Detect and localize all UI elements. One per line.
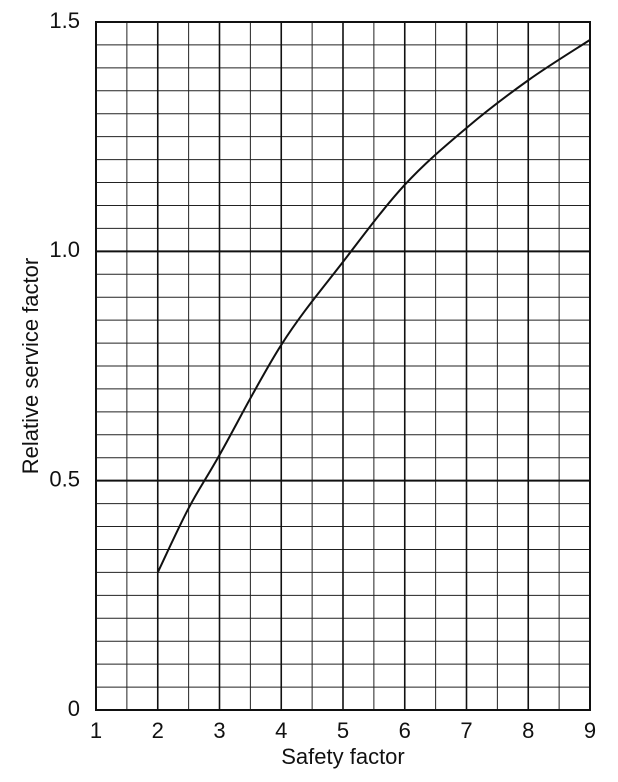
x-tick-label: 5 <box>337 718 349 743</box>
x-axis-title: Safety factor <box>281 744 405 769</box>
y-tick-label: 1.0 <box>49 237 80 262</box>
x-tick-label: 6 <box>399 718 411 743</box>
x-tick-label: 7 <box>460 718 472 743</box>
y-tick-label: 1.5 <box>49 8 80 33</box>
y-axis-title: Relative service factor <box>18 258 43 474</box>
x-tick-label: 1 <box>90 718 102 743</box>
x-tick-label: 8 <box>522 718 534 743</box>
y-tick-label: 0.5 <box>49 466 80 491</box>
curve <box>156 39 591 573</box>
x-tick-label: 4 <box>275 718 287 743</box>
y-tick-label: 0 <box>68 696 80 721</box>
x-tick-label: 2 <box>152 718 164 743</box>
plot-frame <box>95 21 591 711</box>
x-tick-label: 3 <box>213 718 225 743</box>
x-tick-label: 9 <box>584 718 596 743</box>
